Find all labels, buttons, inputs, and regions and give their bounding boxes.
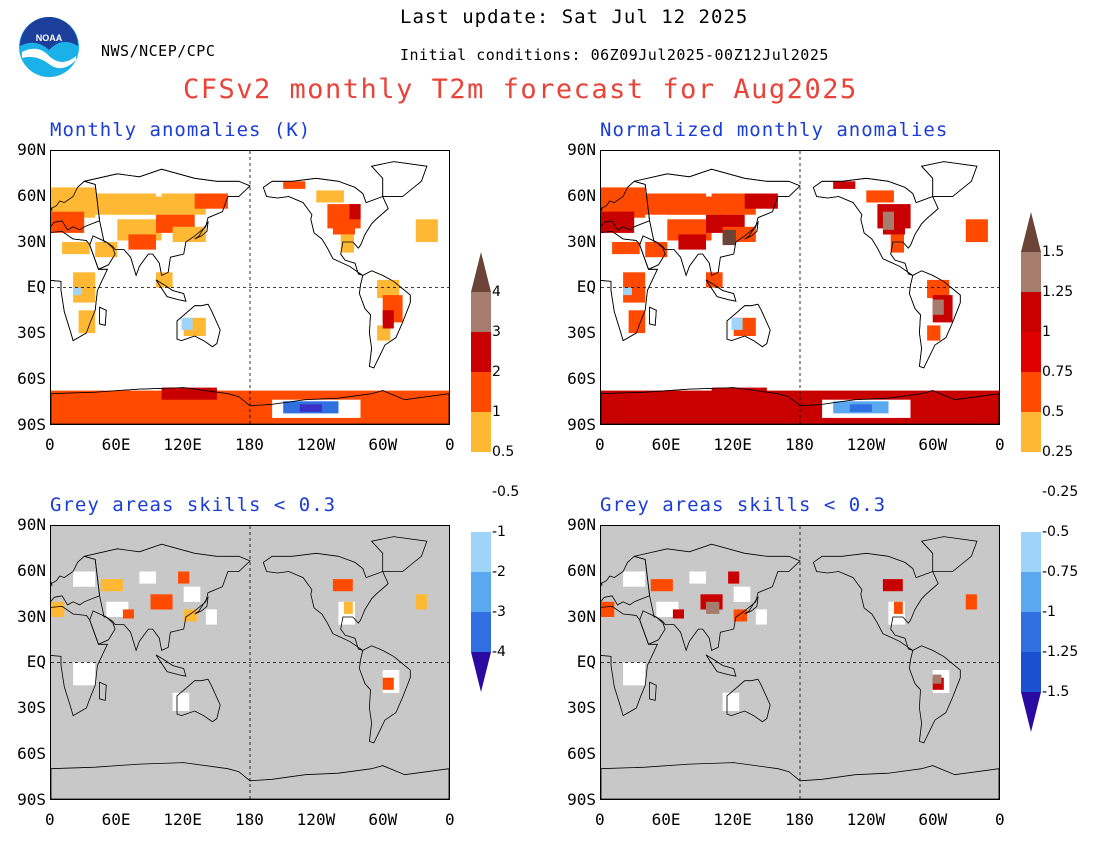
lat-tick-label: 30S — [17, 323, 46, 343]
colorbar-tick-label: 0.5 — [492, 444, 515, 460]
lat-tick-label: EQ — [576, 652, 596, 672]
colorbar-tick-label: -0.25 — [1042, 484, 1079, 500]
lon-tick-label: 120W — [846, 810, 886, 829]
lat-tick-label: EQ — [576, 277, 596, 297]
lon-tick-label: 120W — [296, 810, 336, 829]
colorbar-tick-label: -2 — [492, 564, 506, 580]
panel-title-bottom-right: Grey areas skills < 0.3 — [600, 494, 887, 516]
lon-tick-label: 0 — [595, 810, 605, 829]
noaa-logo: NOAA — [18, 16, 80, 78]
map-skill-masked-k — [50, 525, 450, 800]
agency-label: NWS/NCEP/CPC — [101, 42, 216, 60]
lat-tick-label: 90S — [17, 414, 46, 434]
colorbar-tick-label: 0.25 — [1042, 444, 1074, 460]
colorbar-tick-label: -0.75 — [1042, 564, 1079, 580]
lon-tick-label: 0 — [995, 810, 1005, 829]
colorbar-tick-label: -1 — [492, 524, 506, 540]
colorbar-tick-label: 4 — [492, 284, 501, 300]
lon-tick-label: 120E — [713, 810, 752, 829]
colorbar-tick-label: 3 — [492, 324, 501, 340]
initial-conditions: Initial conditions: 06Z09Jul2025-00Z12Ju… — [400, 46, 829, 64]
lon-tick-label: 180 — [235, 810, 264, 829]
lat-tick-label: 60N — [567, 185, 596, 205]
lat-tick-label: 90S — [567, 414, 596, 434]
lat-tick-label: 30N — [17, 231, 46, 251]
lon-tick-label: 120E — [163, 435, 202, 454]
map-skill-masked-normalized — [600, 525, 1000, 800]
map-canvas — [51, 151, 449, 424]
colorbar-anomaly-k — [471, 252, 491, 692]
lat-tick-label: 60N — [17, 560, 46, 580]
panel-title-bottom-left: Grey areas skills < 0.3 — [50, 494, 337, 516]
lat-tick-label: 60S — [17, 744, 46, 763]
lat-tick-label: EQ — [26, 652, 46, 672]
lon-tick-label: 180 — [235, 435, 264, 454]
colorbar-tick-label: -0.5 — [1042, 524, 1070, 540]
lat-tick-label: 30N — [567, 231, 596, 251]
colorbar-tick-label: -1 — [1042, 604, 1056, 620]
lon-tick-label: 120W — [846, 435, 886, 454]
lat-tick-label: 30S — [567, 698, 596, 718]
lat-tick-label: EQ — [26, 277, 46, 297]
lon-tick-label: 120E — [163, 810, 202, 829]
lon-tick-label: 0 — [595, 435, 605, 454]
lat-tick-label: 90N — [567, 515, 596, 534]
lon-tick-label: 180 — [785, 810, 814, 829]
lon-tick-label: 0 — [445, 810, 455, 829]
lon-tick-label: 0 — [45, 435, 55, 454]
colorbar-tick-label: 2 — [492, 364, 501, 380]
last-update: Last update: Sat Jul 12 2025 — [400, 6, 749, 28]
colorbar-tick-label: 0.5 — [1042, 404, 1065, 420]
panel-title-top-right: Normalized monthly anomalies — [600, 119, 949, 141]
lon-tick-label: 60W — [918, 810, 948, 829]
lat-tick-label: 90N — [17, 515, 46, 534]
lon-tick-label: 120W — [296, 435, 336, 454]
lat-tick-label: 90N — [17, 140, 46, 159]
page-title: CFSv2 monthly T2m forecast for Aug2025 — [183, 74, 858, 105]
lon-tick-label: 60E — [101, 435, 131, 454]
colorbar-tick-label: 0.75 — [1042, 364, 1074, 380]
colorbar-normalized — [1021, 212, 1041, 732]
lon-tick-label: 60E — [651, 810, 681, 829]
lat-tick-label: 30S — [567, 323, 596, 343]
lat-tick-label: 30S — [17, 698, 46, 718]
lat-tick-label: 60N — [567, 560, 596, 580]
lon-tick-label: 120E — [713, 435, 752, 454]
lon-tick-label: 0 — [995, 435, 1005, 454]
lat-tick-label: 60N — [17, 185, 46, 205]
colorbar-tick-label: 1.5 — [1042, 244, 1065, 260]
lat-tick-label: 60S — [567, 744, 596, 763]
lon-tick-label: 60W — [918, 435, 948, 454]
colorbar-tick-label: 1 — [492, 404, 501, 420]
lat-tick-label: 60S — [17, 369, 46, 388]
map-anomaly-k — [50, 150, 450, 425]
lat-tick-label: 90S — [567, 789, 596, 809]
map-canvas — [601, 151, 999, 424]
lat-tick-label: 30N — [17, 606, 46, 626]
lon-tick-label: 60E — [101, 810, 131, 829]
lon-tick-label: 60W — [368, 810, 398, 829]
lat-tick-label: 90S — [17, 789, 46, 809]
colorbar-tick-label: -1.5 — [1042, 684, 1070, 700]
colorbar-tick-label: 1.25 — [1042, 284, 1074, 300]
colorbar-tick-label: -4 — [492, 644, 506, 660]
panel-title-top-left: Monthly anomalies (K) — [50, 119, 312, 141]
lon-tick-label: 60W — [368, 435, 398, 454]
colorbar-tick-label: -0.5 — [492, 484, 520, 500]
lat-tick-label: 60S — [567, 369, 596, 388]
map-normalized-anomaly — [600, 150, 1000, 425]
lat-tick-label: 90N — [567, 140, 596, 159]
colorbar-tick-label: 1 — [1042, 324, 1051, 340]
lon-tick-label: 180 — [785, 435, 814, 454]
noaa-logo-text: NOAA — [36, 33, 63, 43]
map-canvas — [601, 526, 999, 799]
colorbar-tick-label: -3 — [492, 604, 506, 620]
lat-tick-label: 30N — [567, 606, 596, 626]
map-canvas — [51, 526, 449, 799]
lon-tick-label: 0 — [45, 810, 55, 829]
lon-tick-label: 60E — [651, 435, 681, 454]
lon-tick-label: 0 — [445, 435, 455, 454]
colorbar-tick-label: -1.25 — [1042, 644, 1079, 660]
